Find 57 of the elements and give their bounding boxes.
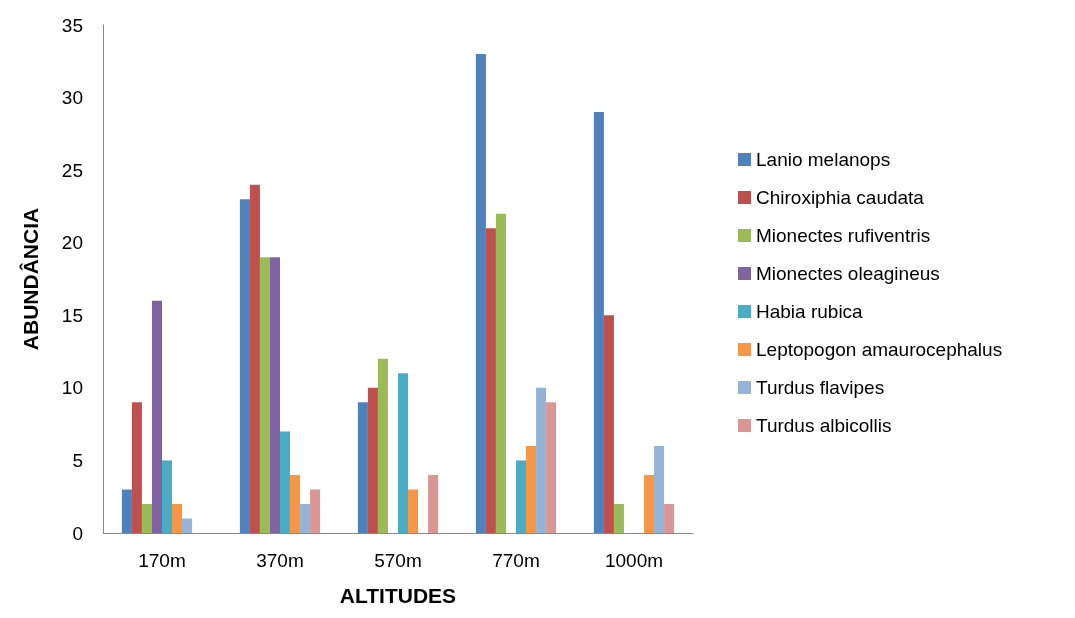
- y-tick-label: 35: [61, 14, 83, 36]
- y-tick-label: 10: [61, 377, 83, 399]
- bar: [516, 460, 527, 533]
- bar: [367, 387, 378, 533]
- y-tick-label: 5: [72, 449, 83, 471]
- bar: [310, 489, 321, 533]
- legend-label: Chiroxiphia caudata: [756, 187, 925, 208]
- legend-label: Mionectes rufiventris: [756, 225, 931, 246]
- bar: [485, 228, 496, 533]
- bar: [290, 474, 301, 533]
- bar: [428, 474, 439, 533]
- legend-label: Turdus albicollis: [756, 415, 892, 436]
- legend-label: Habia rubica: [756, 301, 864, 322]
- legend-label: Lanio melanops: [756, 149, 891, 170]
- bar: [654, 445, 665, 533]
- y-tick-label: 25: [61, 159, 83, 181]
- bar: [131, 402, 142, 533]
- bar: [613, 503, 624, 533]
- bar: [269, 257, 280, 533]
- bar: [182, 518, 193, 533]
- bar: [526, 445, 537, 533]
- x-tick-label: 570m: [374, 550, 422, 571]
- bar: [141, 503, 152, 533]
- bar: [536, 387, 547, 533]
- x-axis-title: ALTITUDES: [339, 584, 457, 607]
- bar: [162, 460, 173, 533]
- y-tick-label: 30: [61, 87, 83, 109]
- x-tick-label: 170m: [138, 550, 186, 571]
- bar: [280, 431, 291, 533]
- bar: [151, 300, 162, 533]
- y-tick-label: 0: [72, 522, 83, 544]
- x-tick-label: 1000m: [604, 550, 664, 571]
- legend-label: Turdus flavipes: [756, 377, 885, 398]
- y-tick-label: 20: [61, 232, 83, 254]
- y-axis-title: ABUNDÂNCIA: [19, 207, 42, 351]
- bar: [259, 257, 270, 533]
- bar: [603, 315, 614, 533]
- y-tick-label: 15: [61, 304, 83, 326]
- bar: [593, 112, 604, 533]
- legend-label: Leptopogon amaurocephalus: [756, 339, 1003, 360]
- bar: [475, 54, 486, 533]
- bar: [644, 474, 655, 533]
- bar: [300, 503, 311, 533]
- legend-label: Mionectes oleagineus: [756, 263, 940, 284]
- x-tick-label: 370m: [256, 550, 304, 571]
- bar: [664, 503, 675, 533]
- bar: [398, 373, 409, 533]
- bar: [239, 199, 250, 533]
- bar: [495, 213, 506, 533]
- bar: [121, 489, 132, 533]
- bar: [546, 402, 557, 533]
- bar: [357, 402, 368, 533]
- bar: [249, 184, 260, 533]
- bar: [408, 489, 419, 533]
- x-tick-label: 770m: [492, 550, 540, 571]
- bar: [172, 503, 183, 533]
- bar: [377, 358, 388, 533]
